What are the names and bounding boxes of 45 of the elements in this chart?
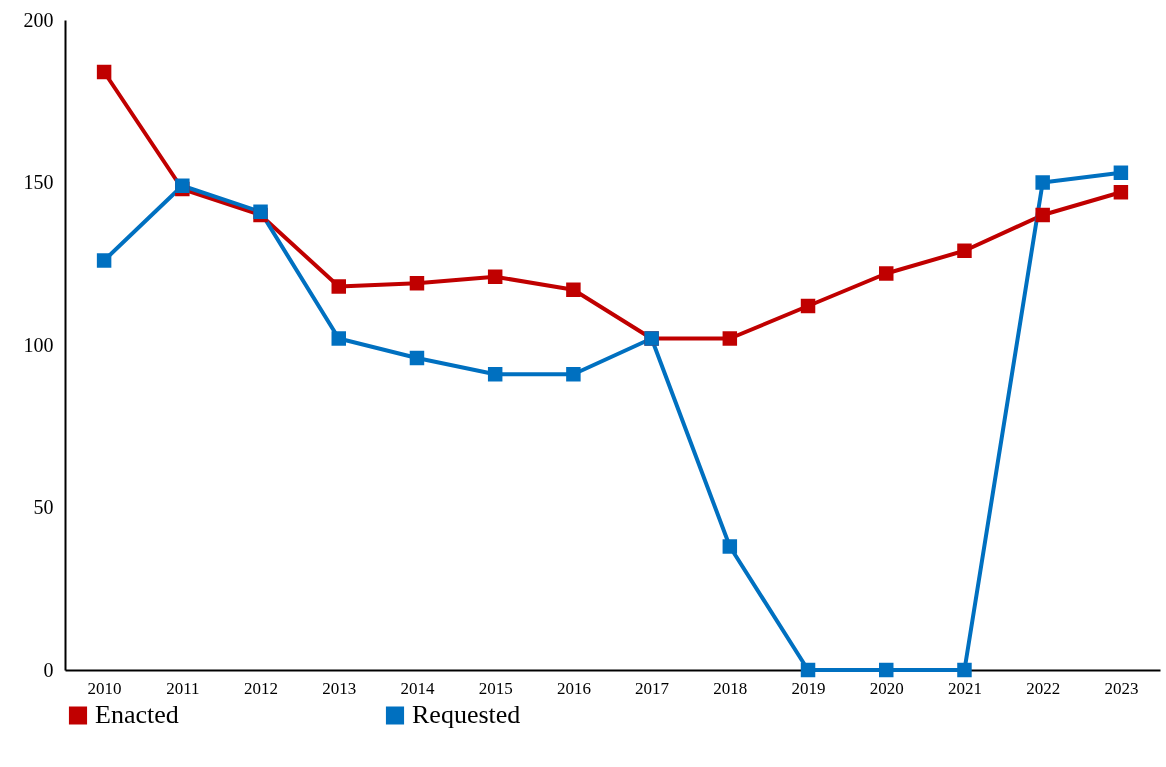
x-tick-label: 2015 xyxy=(478,678,513,698)
point xyxy=(96,64,112,80)
point xyxy=(409,276,425,291)
point xyxy=(1035,207,1050,223)
point xyxy=(96,253,112,268)
point xyxy=(566,282,581,297)
y-tick-label: 100 xyxy=(23,333,54,356)
x-tick-label: 2022 xyxy=(1026,678,1061,698)
x-tick-label: 2011 xyxy=(166,678,200,698)
point xyxy=(800,298,816,314)
point xyxy=(1035,175,1050,190)
x-tick-label: 2021 xyxy=(947,678,982,698)
x-tick-label: 2010 xyxy=(87,678,122,698)
point xyxy=(487,367,503,382)
legend-label: Requested xyxy=(412,700,521,730)
x-tick-label: 2020 xyxy=(869,678,904,698)
point xyxy=(253,204,268,219)
y-tick-label: 150 xyxy=(23,171,54,193)
point xyxy=(957,662,972,678)
point xyxy=(331,331,346,346)
point xyxy=(722,331,738,346)
x-tick-label: 2013 xyxy=(322,678,357,698)
point xyxy=(409,350,425,366)
y-tick-label: 0 xyxy=(43,658,54,681)
point xyxy=(487,269,503,284)
y-tick-label: 200 xyxy=(23,8,54,31)
point xyxy=(566,367,581,382)
x-tick-label: 2014 xyxy=(400,678,435,698)
point xyxy=(879,266,894,281)
legend-label: Enacted xyxy=(95,700,179,730)
point xyxy=(331,279,346,294)
point xyxy=(879,662,894,678)
y-tick-label: 50 xyxy=(33,496,54,518)
point xyxy=(1113,165,1129,180)
point xyxy=(175,178,190,193)
point xyxy=(722,539,738,554)
x-tick-label: 2017 xyxy=(635,678,670,698)
x-tick-label: 2016 xyxy=(556,678,591,698)
x-tick-label: 2012 xyxy=(244,678,279,698)
point xyxy=(1113,185,1129,200)
x-tick-label: 2018 xyxy=(713,678,748,698)
point xyxy=(957,243,972,258)
x-tick-label: 2019 xyxy=(791,678,826,698)
x-tick-label: 2023 xyxy=(1104,678,1139,698)
point xyxy=(800,662,816,678)
